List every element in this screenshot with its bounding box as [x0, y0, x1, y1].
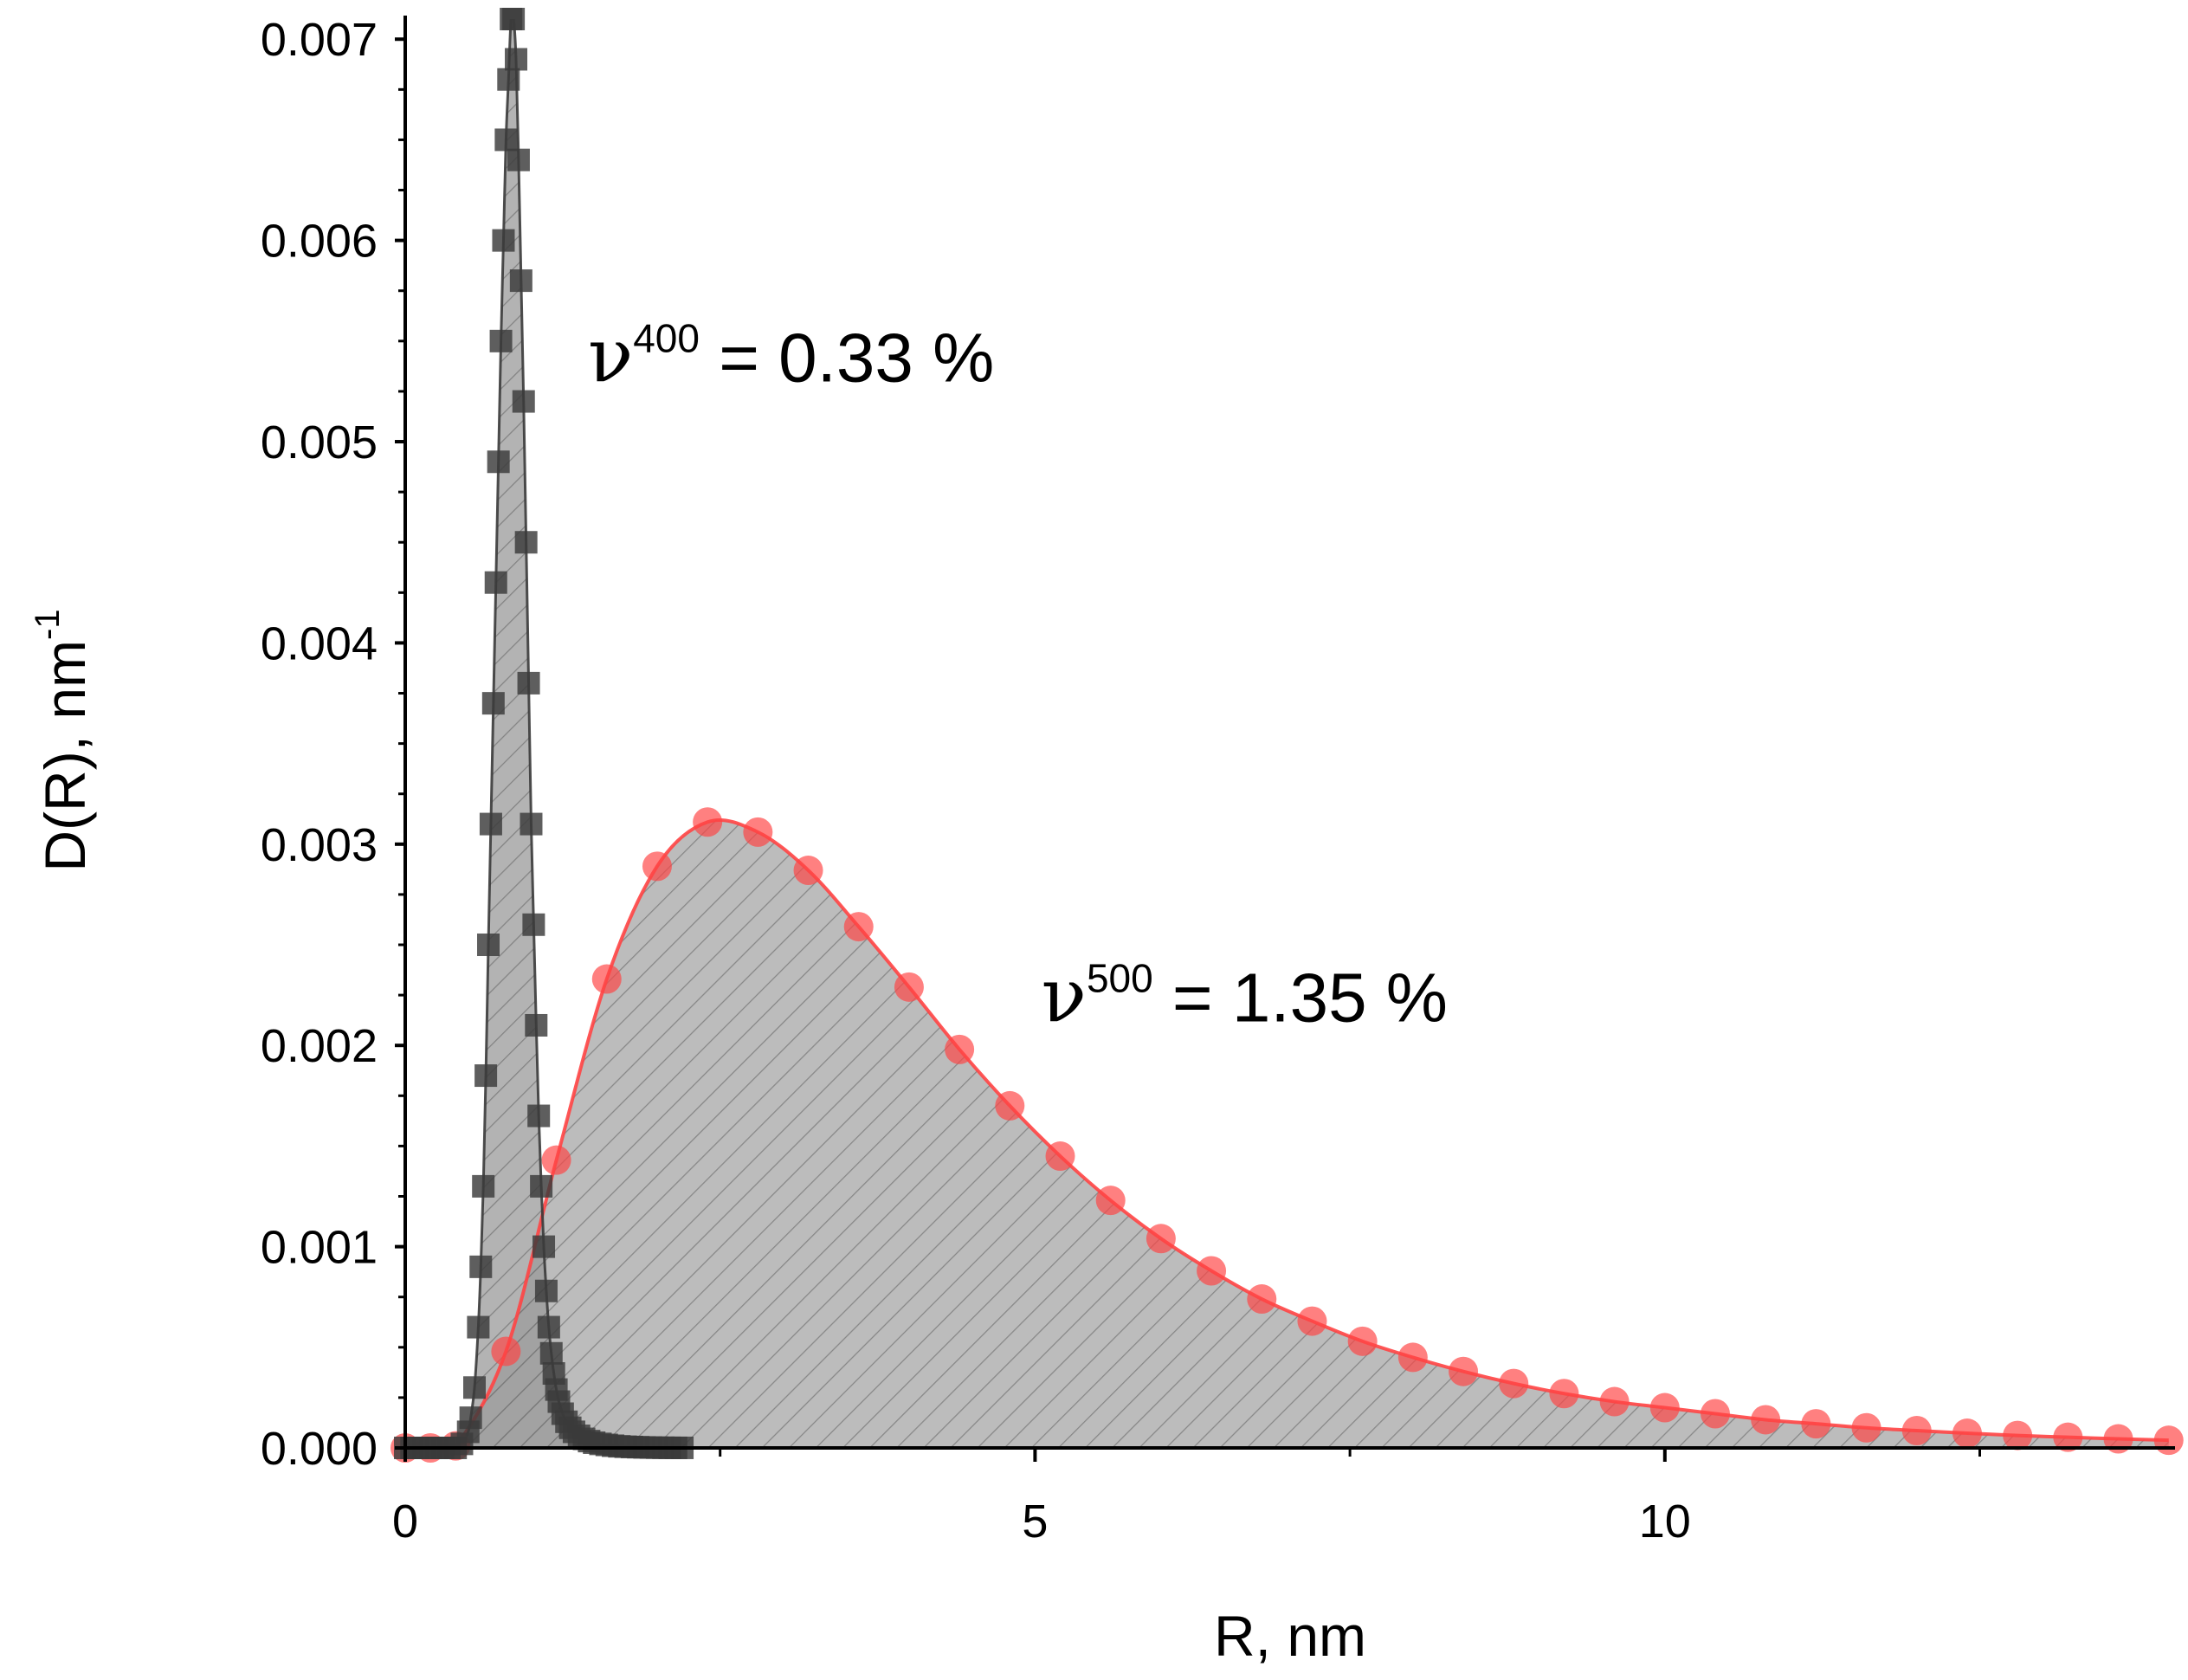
data-point-v400: [539, 1341, 563, 1365]
data-point-v500: [1952, 1418, 1982, 1449]
x-tick-label: 10: [1639, 1496, 1691, 1548]
data-point-v400: [477, 934, 500, 957]
y-tick-label: 0.005: [261, 417, 378, 468]
data-point-v400: [469, 1255, 493, 1278]
data-point-v500: [945, 1034, 975, 1064]
data-point-v400: [492, 229, 515, 252]
data-point-v500: [1549, 1379, 1579, 1409]
data-point-v400: [489, 329, 513, 352]
data-point-v500: [1801, 1409, 1831, 1439]
annotation-superscript: 400: [633, 315, 700, 360]
data-point-v400: [517, 671, 540, 695]
data-point-v500: [1397, 1342, 1428, 1373]
data-point-v500: [1701, 1399, 1730, 1429]
data-point-v400: [537, 1315, 560, 1339]
data-point-v500: [693, 807, 723, 837]
data-point-v500: [1851, 1412, 1881, 1443]
data-point-v400: [459, 1406, 482, 1430]
data-point-v500: [2153, 1425, 2184, 1456]
data-point-v500: [1297, 1306, 1327, 1336]
data-point-v400: [505, 48, 528, 71]
annotations: ν400 = 0.33 %ν500 = 1.35 %: [588, 313, 1448, 1039]
data-point-v500: [1599, 1386, 1630, 1417]
data-point-v400: [507, 148, 530, 171]
data-point-v400: [509, 269, 532, 293]
markers-v400: [394, 8, 694, 1459]
x-ticks: 0 5 10: [392, 1448, 1982, 1548]
data-point-v500: [541, 1145, 571, 1175]
annotation-value: = 1.35 %: [1153, 959, 1448, 1036]
data-point-v400: [497, 68, 520, 91]
annotation-label: ν500 = 1.35 %: [1042, 953, 1448, 1039]
area-hatch-v500: [405, 819, 2169, 1448]
y-axis-title: D(R), nm-1: [29, 609, 97, 871]
y-tick-label: 0.001: [261, 1222, 378, 1274]
data-point-v500: [491, 1336, 521, 1367]
data-point-v400: [532, 1235, 556, 1258]
data-point-v500: [1649, 1392, 1680, 1423]
data-point-v400: [474, 1064, 498, 1088]
data-point-v500: [1045, 1141, 1075, 1172]
annotation-symbol: ν: [588, 313, 633, 399]
y-axis-title-text: D(R), nm: [33, 640, 97, 872]
data-point-v500: [1499, 1368, 1529, 1399]
data-point-v500: [1146, 1224, 1176, 1254]
y-tick-label: 0.003: [261, 819, 378, 871]
data-point-v400: [502, 8, 526, 30]
data-point-v400: [527, 1104, 551, 1128]
data-point-v500: [1247, 1284, 1277, 1315]
data-point-v400: [522, 913, 545, 936]
data-point-v500: [1095, 1186, 1126, 1216]
y-ticks: 0.000 0.001 0.002 0.003 0.004 0.005 0.006 0.007: [261, 14, 405, 1475]
data-point-v400: [472, 1174, 495, 1198]
data-markers: [390, 8, 2184, 1463]
data-point-v400: [520, 812, 543, 836]
x-axis-title: R, nm: [1214, 1604, 1366, 1668]
y-tick-label: 0.004: [261, 617, 378, 669]
data-point-v400: [534, 1279, 558, 1302]
annotation-value: = 0.33 %: [700, 319, 994, 396]
data-point-v500: [1901, 1416, 1932, 1446]
data-point-v500: [1347, 1326, 1378, 1356]
data-point-v500: [2003, 1420, 2033, 1451]
y-tick-label: 0.007: [261, 14, 378, 66]
axes: [403, 16, 2175, 1450]
data-point-v400: [512, 390, 535, 413]
distribution-fills: [405, 19, 2169, 1448]
data-point-v500: [642, 851, 672, 882]
data-point-v500: [1751, 1405, 1781, 1435]
x-tick-label: 5: [1022, 1496, 1048, 1548]
y-axis-title-exponent: -1: [29, 609, 67, 640]
data-point-v400: [481, 692, 505, 715]
data-point-v500: [743, 817, 773, 847]
data-point-v500: [1197, 1256, 1227, 1286]
data-point-v400: [494, 128, 518, 152]
data-point-v400: [484, 571, 507, 594]
data-point-v500: [843, 912, 874, 942]
data-point-v500: [591, 964, 622, 994]
y-tick-label: 0.002: [261, 1020, 378, 1072]
y-tick-label: 0.000: [261, 1423, 378, 1475]
y-tick-label: 0.006: [261, 216, 378, 268]
annotation-superscript: 500: [1087, 955, 1153, 1000]
data-point-v500: [793, 856, 823, 886]
data-point-v500: [995, 1090, 1025, 1121]
data-point-v500: [2053, 1422, 2083, 1452]
x-tick-label: 0: [392, 1496, 418, 1548]
data-point-v400: [514, 531, 538, 554]
data-point-v500: [894, 972, 924, 1002]
annotation-symbol: ν: [1042, 953, 1087, 1039]
annotation-label: ν400 = 0.33 %: [588, 313, 994, 399]
data-point-v500: [1449, 1356, 1479, 1386]
data-point-v400: [467, 1315, 490, 1339]
data-point-v400: [487, 450, 510, 474]
data-point-v400: [479, 812, 502, 836]
data-point-v400: [530, 1174, 553, 1198]
data-point-v400: [463, 1376, 487, 1399]
data-point-v400: [525, 1013, 548, 1037]
